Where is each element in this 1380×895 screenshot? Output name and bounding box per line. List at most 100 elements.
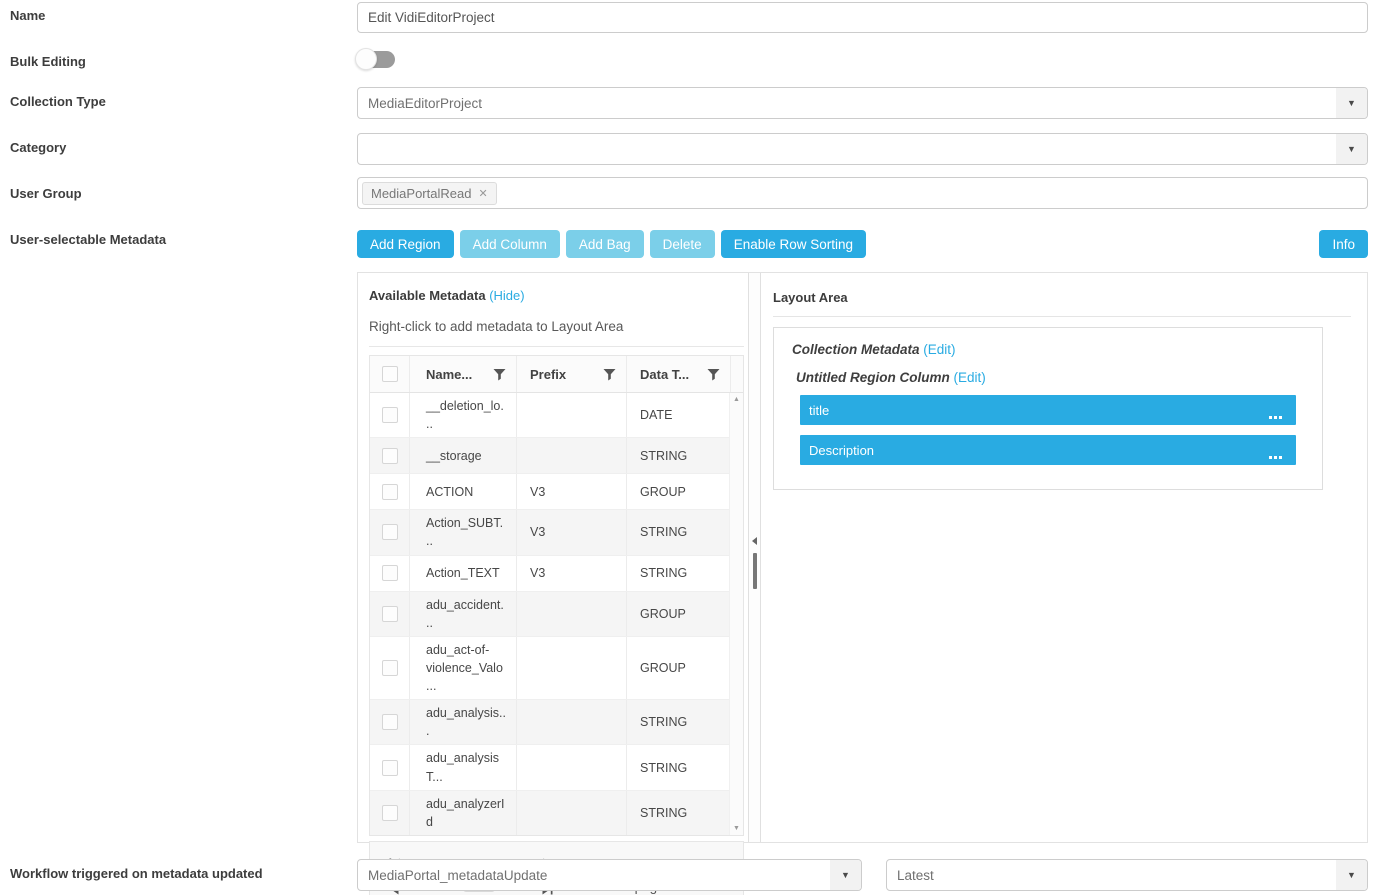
- workflow-version-select[interactable]: Latest ▼: [886, 859, 1368, 891]
- row-checkbox[interactable]: [381, 659, 398, 676]
- delete-button[interactable]: Delete: [649, 230, 715, 258]
- scrollbar-spacer: [731, 356, 745, 392]
- filter-icon[interactable]: [603, 368, 616, 381]
- metadata-data-type-cell: STRING: [640, 760, 688, 775]
- metadata-data-type-cell: STRING: [640, 525, 688, 540]
- right-click-hint: Right-click to add metadata to Layout Ar…: [369, 319, 624, 334]
- category-label: Category: [10, 140, 67, 155]
- category-select[interactable]: ▼: [357, 133, 1368, 165]
- layout-metadata-bar[interactable]: Description: [800, 435, 1296, 465]
- table-row[interactable]: adu_analysis... STRING: [370, 700, 731, 746]
- row-checkbox[interactable]: [381, 447, 398, 464]
- collection-type-row: Collection Type MediaEditorProject ▼: [0, 87, 1368, 119]
- table-row[interactable]: adu_analyzerId STRING: [370, 790, 731, 835]
- filter-icon[interactable]: [707, 368, 720, 381]
- chevron-down-icon[interactable]: ▼: [830, 860, 861, 890]
- layout-area-divider: [773, 316, 1351, 317]
- select-all-checkbox[interactable]: [381, 366, 398, 382]
- collection-type-select[interactable]: MediaEditorProject ▼: [357, 87, 1368, 119]
- metadata-name-cell: Action_TEXT: [410, 555, 517, 591]
- metadata-data-type-cell: GROUP: [640, 484, 686, 499]
- region-column-label: Untitled Region Column: [796, 370, 950, 385]
- metadata-grid-header: Name... Prefix Data T...: [370, 356, 743, 393]
- chevron-down-icon[interactable]: ▼: [1336, 88, 1367, 118]
- user-group-input[interactable]: MediaPortalRead ✕: [357, 177, 1368, 209]
- drag-handle-icon[interactable]: [1269, 401, 1296, 419]
- table-row[interactable]: Action_SUBT... V3 STRING: [370, 510, 731, 556]
- row-checkbox-cell: [370, 745, 410, 790]
- row-checkbox-cell: [370, 555, 410, 591]
- available-metadata-title: Available Metadata: [369, 288, 486, 303]
- metadata-prefix-cell: [517, 636, 627, 700]
- panel-splitter[interactable]: [748, 273, 761, 842]
- filter-icon[interactable]: [493, 368, 506, 381]
- metadata-table-body: __deletion_lo... DATE __storage STRING A…: [370, 393, 731, 835]
- region-column-line: Untitled Region Column (Edit): [774, 370, 1322, 385]
- drag-handle-icon[interactable]: [1269, 441, 1296, 459]
- metadata-toolbar: Add Region Add Column Add Bag Delete Ena…: [357, 230, 1368, 258]
- table-row[interactable]: adu_accident... GROUP: [370, 591, 731, 637]
- region-column-edit-link[interactable]: (Edit): [953, 370, 986, 385]
- layout-metadata-bar-label: title: [809, 402, 830, 418]
- row-checkbox[interactable]: [381, 565, 398, 581]
- name-column-header[interactable]: Name...: [410, 356, 517, 392]
- bulk-editing-toggle[interactable]: [355, 48, 395, 70]
- workflow-select[interactable]: MediaPortal_metadataUpdate ▼: [357, 859, 862, 891]
- user-group-row: User Group MediaPortalRead ✕: [0, 177, 1368, 209]
- info-button[interactable]: Info: [1319, 230, 1368, 258]
- layout-metadata-bar-label: Description: [809, 442, 875, 458]
- layout-metadata-bar[interactable]: title: [800, 395, 1296, 425]
- row-checkbox[interactable]: [381, 483, 398, 500]
- data-type-column-header[interactable]: Data T...: [627, 356, 731, 392]
- table-row[interactable]: adu_analysisT... STRING: [370, 745, 731, 791]
- toggle-knob: [355, 48, 377, 70]
- table-row[interactable]: __deletion_lo... DATE: [370, 393, 731, 439]
- chevron-down-icon[interactable]: ▼: [1336, 860, 1367, 890]
- table-row[interactable]: ACTION V3 GROUP: [370, 474, 731, 511]
- row-checkbox[interactable]: [381, 524, 398, 541]
- table-row[interactable]: Action_TEXT V3 STRING: [370, 555, 731, 592]
- available-metadata-panel: Available Metadata (Hide) Right-click to…: [358, 273, 748, 895]
- user-group-tag: MediaPortalRead ✕: [362, 181, 497, 205]
- row-checkbox-cell: [370, 591, 410, 636]
- name-input[interactable]: [357, 2, 1368, 33]
- metadata-prefix-cell: [517, 790, 627, 835]
- row-checkbox[interactable]: [381, 804, 398, 821]
- add-bag-button[interactable]: Add Bag: [565, 230, 644, 258]
- prefix-column-header[interactable]: Prefix: [517, 356, 627, 392]
- chevron-down-icon[interactable]: ▼: [1336, 134, 1367, 164]
- collapse-left-icon[interactable]: [752, 537, 757, 545]
- collection-type-label: Collection Type: [10, 94, 106, 109]
- row-checkbox[interactable]: [381, 714, 398, 731]
- select-all-cell: [370, 356, 410, 392]
- name-column-label: Name...: [426, 366, 473, 382]
- metadata-name-cell: adu_analyzerId: [410, 790, 517, 835]
- layout-area-title: Layout Area: [773, 290, 848, 305]
- row-checkbox[interactable]: [381, 407, 398, 424]
- layout-box: Collection Metadata (Edit) Untitled Regi…: [773, 327, 1323, 490]
- add-column-button[interactable]: Add Column: [459, 230, 560, 258]
- collection-metadata-edit-link[interactable]: (Edit): [923, 342, 956, 357]
- collection-type-value: MediaEditorProject: [368, 95, 483, 111]
- metadata-prefix-cell: [517, 438, 627, 474]
- remove-tag-icon[interactable]: ✕: [478, 187, 488, 200]
- row-checkbox[interactable]: [381, 759, 398, 776]
- metadata-prefix-cell: [517, 393, 627, 438]
- table-row[interactable]: adu_act-of-violence_Valo... GROUP: [370, 636, 731, 701]
- scroll-up-icon[interactable]: ▲: [733, 396, 740, 403]
- hide-link[interactable]: (Hide): [489, 288, 525, 303]
- metadata-prefix-cell: V3: [517, 555, 627, 591]
- available-metadata-header: Available Metadata (Hide): [369, 284, 748, 303]
- bulk-editing-label: Bulk Editing: [10, 54, 86, 69]
- row-checkbox[interactable]: [381, 605, 398, 622]
- data-type-column-label: Data T...: [640, 366, 690, 382]
- metadata-data-type-cell: GROUP: [640, 660, 686, 675]
- table-row[interactable]: __storage STRING: [370, 438, 731, 475]
- add-region-button[interactable]: Add Region: [357, 230, 454, 258]
- splitter-drag-handle[interactable]: [753, 553, 757, 589]
- metadata-data-type-cell: STRING: [640, 448, 688, 463]
- scroll-down-icon[interactable]: ▼: [733, 824, 740, 832]
- vertical-scrollbar[interactable]: ▲ ▼: [729, 393, 743, 835]
- enable-row-sorting-button[interactable]: Enable Row Sorting: [720, 230, 867, 258]
